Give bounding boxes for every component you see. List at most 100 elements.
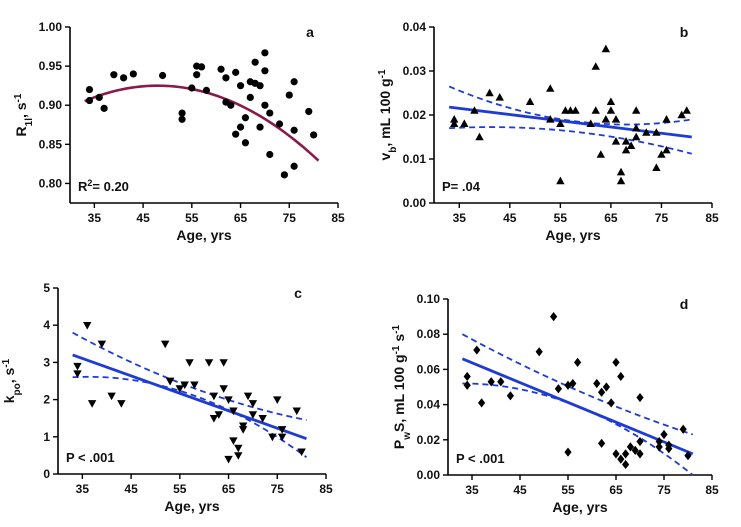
data-point [248,411,258,419]
data-point [120,74,128,82]
ci-lower-line [72,375,308,458]
x-tick-label: 85 [705,211,719,225]
data-point [219,359,228,367]
data-point [85,96,94,105]
data-point [550,312,558,322]
y-axis-label-tail: , mL 100 g [377,78,393,146]
data-point [622,449,630,459]
data-point [636,449,644,459]
y-axis-label: kpo, s-1 [1,358,23,403]
data-point [227,101,235,109]
y-tick-label: 2 [43,393,50,407]
data-point [460,119,469,127]
data-point [535,347,543,357]
y-tick-label: 0.04 [403,20,427,34]
data-point [310,131,318,139]
data-point [185,359,194,367]
data-point [631,123,641,132]
data-point [662,145,671,154]
data-point [248,400,258,408]
data-point [607,398,615,408]
data-point [268,433,277,442]
data-point [261,49,269,57]
x-tick-label: 75 [271,482,285,496]
data-point [178,115,186,123]
y-tick-label: 5 [43,281,50,295]
annotation-sup: 2 [87,178,92,188]
y-axis-label-sup2: -1 [391,324,402,333]
data-point [73,370,82,378]
data-point [463,371,471,382]
x-tick-label: 75 [655,211,669,225]
data-point [175,385,185,393]
data-point [229,437,238,445]
x-axis-label: Age, yrs [545,227,600,243]
data-point [606,97,616,105]
data-point [677,110,686,119]
y-tick-label: 0.04 [417,398,441,412]
y-axis-label: R1l, s-1 [13,93,35,136]
panel-letter: d [680,296,689,312]
x-tick-label: 45 [124,482,138,496]
data-point [266,150,274,159]
y-axis-label-sup: -1 [13,93,24,102]
y-tick-label: 0.90 [39,98,63,112]
y-tick-label: 0.95 [39,59,63,73]
data-point [470,106,479,114]
data-point [601,115,611,123]
data-point [606,106,616,114]
panel-d: 35 45 55 65 75 85 0.00 0.02 0.04 0.06 0.08 0.10 Age,… [391,292,719,515]
data-point [290,126,298,134]
y-tick-label: 0 [43,467,50,481]
data-point [83,322,92,330]
data-point [626,141,636,149]
data-point [292,407,301,416]
data-point [506,391,514,401]
data-point [209,415,219,423]
y-axis-label-main: R [13,126,29,136]
annotation-tail: = 0.20 [92,179,129,194]
x-tick-label: 75 [657,483,671,497]
annotation: P < .001 [456,451,505,466]
data-point [232,68,240,76]
y-tick-label: 0.10 [417,292,441,306]
y-tick-label: 1.00 [39,20,63,34]
panel-letter: b [680,24,689,40]
data-point [569,378,577,389]
data-point [556,119,565,127]
regression-line [461,357,694,456]
data-point [234,452,243,460]
x-tick-label: 85 [331,211,345,225]
x-tick-label: 65 [609,483,623,497]
data-point [463,380,471,390]
ci-upper-line [72,331,307,421]
data-point [258,415,267,423]
data-point [665,440,673,450]
y-tick-label: 0.02 [417,433,441,447]
data-point [621,145,631,154]
annotation-main: P < .001 [66,450,115,465]
data-point [662,115,671,123]
x-tick-label: 55 [554,211,568,225]
data-point [202,86,211,94]
data-point [251,58,259,66]
annotation: P < .001 [66,450,115,465]
data-point [556,176,565,185]
data-point [209,392,219,401]
y-tick-label: 0.00 [403,196,427,210]
panel-b: 35 45 55 65 75 85 0.00 0.01 0.02 0.03 0.04 Age, yrs… [377,20,719,243]
annotation-main: R [78,179,88,194]
data-point [87,400,97,408]
data-point [631,106,641,114]
data-point [280,171,288,179]
data-point [204,359,214,367]
x-tick-label: 55 [561,483,575,497]
data-point [682,106,691,114]
y-axis-label-main: v [377,153,393,161]
y-axis-label-sup: -1 [377,69,388,78]
data-point [229,407,238,416]
y-axis-label-main: k [1,395,17,403]
data-point [602,382,610,392]
data-point [290,78,298,86]
